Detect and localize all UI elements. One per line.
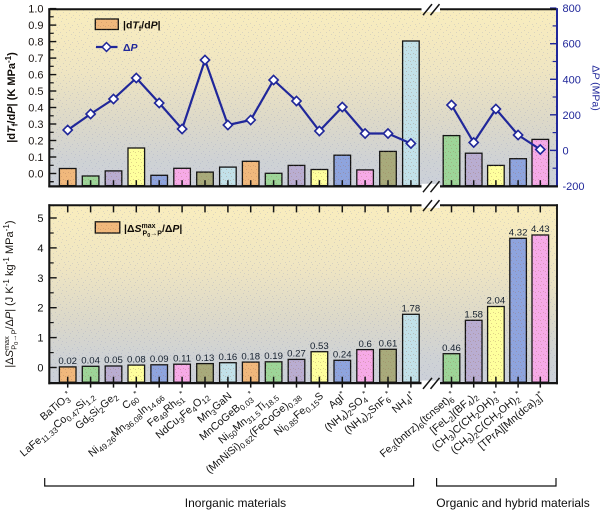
svg-text:1: 1 [37,333,43,345]
svg-text:0.16: 0.16 [219,352,238,363]
svg-text:600: 600 [563,39,581,51]
svg-text:1.78: 1.78 [402,303,421,314]
svg-text:4.43: 4.43 [531,224,550,235]
svg-text:0.46: 0.46 [442,343,461,354]
svg-text:0: 0 [37,363,43,375]
svg-text:0.0: 0.0 [28,169,43,181]
svg-text:0.04: 0.04 [81,356,100,367]
svg-text:0.08: 0.08 [127,354,146,365]
svg-text:0.53: 0.53 [310,341,329,352]
svg-text:0.11: 0.11 [173,353,191,364]
svg-text:5: 5 [37,213,43,225]
svg-text:2: 2 [37,303,43,315]
svg-text:400: 400 [563,74,581,86]
svg-text:0.24: 0.24 [333,350,352,361]
svg-text:2.04: 2.04 [487,296,506,307]
svg-text:0.2: 0.2 [28,136,43,148]
svg-text:0.02: 0.02 [58,356,77,367]
svg-text:Inorganic materials: Inorganic materials [185,496,286,510]
svg-text:0.8: 0.8 [28,37,43,49]
svg-text:ΔP (MPa): ΔP (MPa) [590,65,600,111]
svg-text:|dTf/dP| (K MPa-1): |dTf/dP| (K MPa-1) [4,52,20,143]
svg-text:0.7: 0.7 [28,53,43,65]
svg-text:1.0: 1.0 [28,4,43,16]
svg-text:0.19: 0.19 [264,351,283,362]
svg-text:800: 800 [563,3,581,15]
svg-text:0.1: 0.1 [28,152,43,164]
svg-text:0.6: 0.6 [28,70,43,82]
svg-text:0.4: 0.4 [28,103,43,115]
svg-text:4: 4 [37,243,43,255]
svg-text:200: 200 [563,110,581,122]
svg-text:0: 0 [563,145,569,157]
svg-text:0.27: 0.27 [287,349,306,360]
svg-text:ΔP: ΔP [123,42,139,54]
svg-text:0.05: 0.05 [104,355,123,366]
svg-text:0.61: 0.61 [379,338,398,349]
svg-text:0.13: 0.13 [196,353,215,364]
svg-text:0.6: 0.6 [358,339,371,350]
svg-text:-200: -200 [563,181,585,193]
svg-text:0.5: 0.5 [28,86,43,98]
svg-text:0.9: 0.9 [28,20,43,32]
svg-text:3: 3 [37,273,43,285]
svg-text:|dTf/dP|: |dTf/dP| [123,20,161,34]
svg-text:4.32: 4.32 [509,228,528,239]
svg-text:0.09: 0.09 [150,354,169,365]
svg-text:0.3: 0.3 [28,119,43,131]
svg-text:1.58: 1.58 [464,309,483,320]
svg-text:Organic and hybrid materials: Organic and hybrid materials [436,496,589,510]
svg-text:0.18: 0.18 [241,351,260,362]
